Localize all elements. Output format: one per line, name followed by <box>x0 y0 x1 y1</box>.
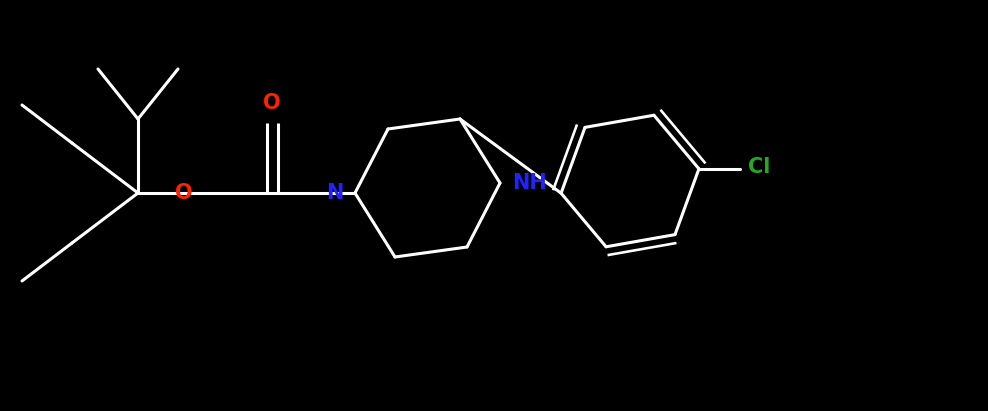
Text: Cl: Cl <box>748 157 770 177</box>
Text: O: O <box>176 183 193 203</box>
Text: O: O <box>263 93 281 113</box>
Text: N: N <box>326 183 343 203</box>
Text: NH: NH <box>512 173 546 193</box>
